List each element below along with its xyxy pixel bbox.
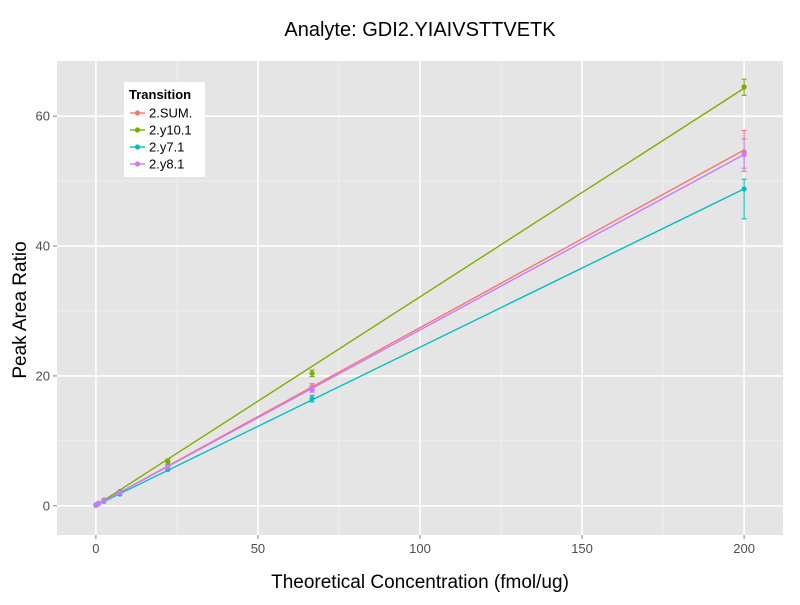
legend-item: 2.y8.1 xyxy=(130,157,184,172)
y-tick-label: 40 xyxy=(36,239,50,254)
x-tick-label: 50 xyxy=(251,541,265,556)
series-line xyxy=(95,188,745,507)
data-point xyxy=(165,459,171,465)
data-point xyxy=(741,151,747,158)
legend-key-point xyxy=(134,127,141,133)
series-2-y8-1 xyxy=(93,138,747,508)
series-line xyxy=(95,87,745,507)
data-point xyxy=(117,490,123,496)
legend-label: 2.SUM. xyxy=(149,106,192,121)
legend-key-point xyxy=(134,161,141,167)
y-tick-label: 60 xyxy=(36,109,50,124)
data-point xyxy=(741,186,747,192)
legend-label: 2.y7.1 xyxy=(149,140,184,155)
series-line xyxy=(95,153,745,507)
x-axis-label: Theoretical Concentration (fmol/ug) xyxy=(271,572,569,593)
x-tick-label: 150 xyxy=(571,541,593,556)
data-point xyxy=(165,464,171,470)
data-point xyxy=(101,497,107,504)
y-axis-label: Peak Area Ratio xyxy=(10,241,31,378)
legend-item: 2.y10.1 xyxy=(130,123,192,138)
legend-item: 2.SUM. xyxy=(130,106,192,121)
legend-item: 2.y7.1 xyxy=(130,140,184,155)
x-tick-label: 0 xyxy=(92,541,99,556)
y-tick-label: 20 xyxy=(36,368,50,383)
legend-key-point xyxy=(134,110,141,116)
x-tick-label: 200 xyxy=(733,541,755,556)
data-point xyxy=(741,84,747,90)
legend-key-point xyxy=(134,144,141,150)
legend: Transition 2.SUM. 2.y10.1 2.y7.1 2.y8.1 xyxy=(124,82,205,177)
legend-label: 2.y8.1 xyxy=(149,157,184,172)
data-point xyxy=(95,500,102,507)
chart-title: Analyte: GDI2.YIAIVSTTVETK xyxy=(284,19,556,41)
y-tick-label: 0 xyxy=(43,498,50,513)
data-point xyxy=(309,370,315,376)
x-tick-label: 100 xyxy=(409,541,431,556)
data-point xyxy=(309,396,315,402)
legend-label: 2.y10.1 xyxy=(149,123,192,138)
data-point xyxy=(309,386,315,393)
legend-title: Transition xyxy=(129,87,191,102)
